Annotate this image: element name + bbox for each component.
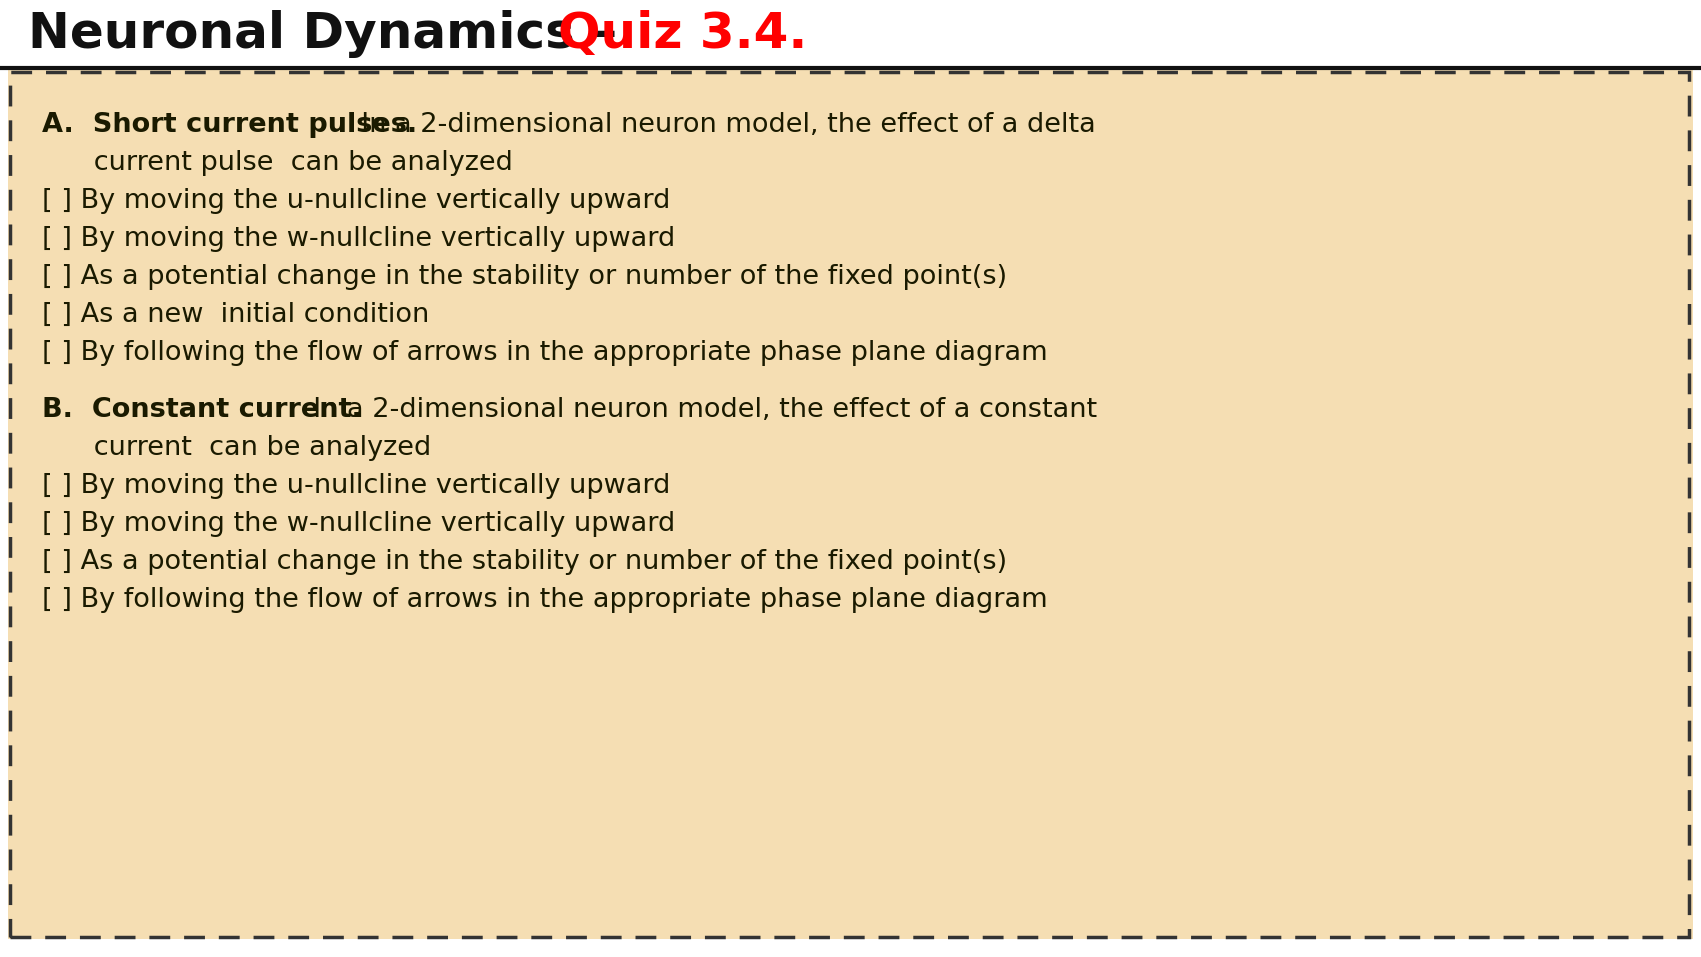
Text: A.  Short current pulses.: A. Short current pulses.	[43, 112, 417, 138]
Text: [ ] As a potential change in the stability or number of the fixed point(s): [ ] As a potential change in the stabili…	[43, 549, 1007, 575]
Text: In a 2-dimensional neuron model, the effect of a delta: In a 2-dimensional neuron model, the eff…	[344, 112, 1095, 138]
Text: B.  Constant current.: B. Constant current.	[43, 397, 362, 423]
Text: current  can be analyzed: current can be analyzed	[43, 435, 432, 461]
Text: [ ] By moving the u-nullcline vertically upward: [ ] By moving the u-nullcline vertically…	[43, 188, 670, 214]
Text: [ ] By following the flow of arrows in the appropriate phase plane diagram: [ ] By following the flow of arrows in t…	[43, 587, 1048, 613]
Text: [ ] By moving the w-nullcline vertically upward: [ ] By moving the w-nullcline vertically…	[43, 226, 675, 252]
Text: [ ] By moving the u-nullcline vertically upward: [ ] By moving the u-nullcline vertically…	[43, 473, 670, 499]
Text: [ ] As a potential change in the stability or number of the fixed point(s): [ ] As a potential change in the stabili…	[43, 264, 1007, 290]
Text: current pulse  can be analyzed: current pulse can be analyzed	[43, 150, 514, 176]
Text: Quiz 3.4.: Quiz 3.4.	[558, 10, 808, 58]
Text: [ ] By moving the w-nullcline vertically upward: [ ] By moving the w-nullcline vertically…	[43, 511, 675, 537]
Text: In a 2-dimensional neuron model, the effect of a constant: In a 2-dimensional neuron model, the eff…	[296, 397, 1097, 423]
FancyBboxPatch shape	[9, 68, 1692, 939]
FancyBboxPatch shape	[0, 0, 1701, 68]
Text: Neuronal Dynamics –: Neuronal Dynamics –	[27, 10, 651, 58]
Text: [ ] By following the flow of arrows in the appropriate phase plane diagram: [ ] By following the flow of arrows in t…	[43, 340, 1048, 366]
Text: [ ] As a new  initial condition: [ ] As a new initial condition	[43, 302, 429, 328]
FancyBboxPatch shape	[10, 72, 1689, 937]
Bar	[0, 0, 1701, 68]
